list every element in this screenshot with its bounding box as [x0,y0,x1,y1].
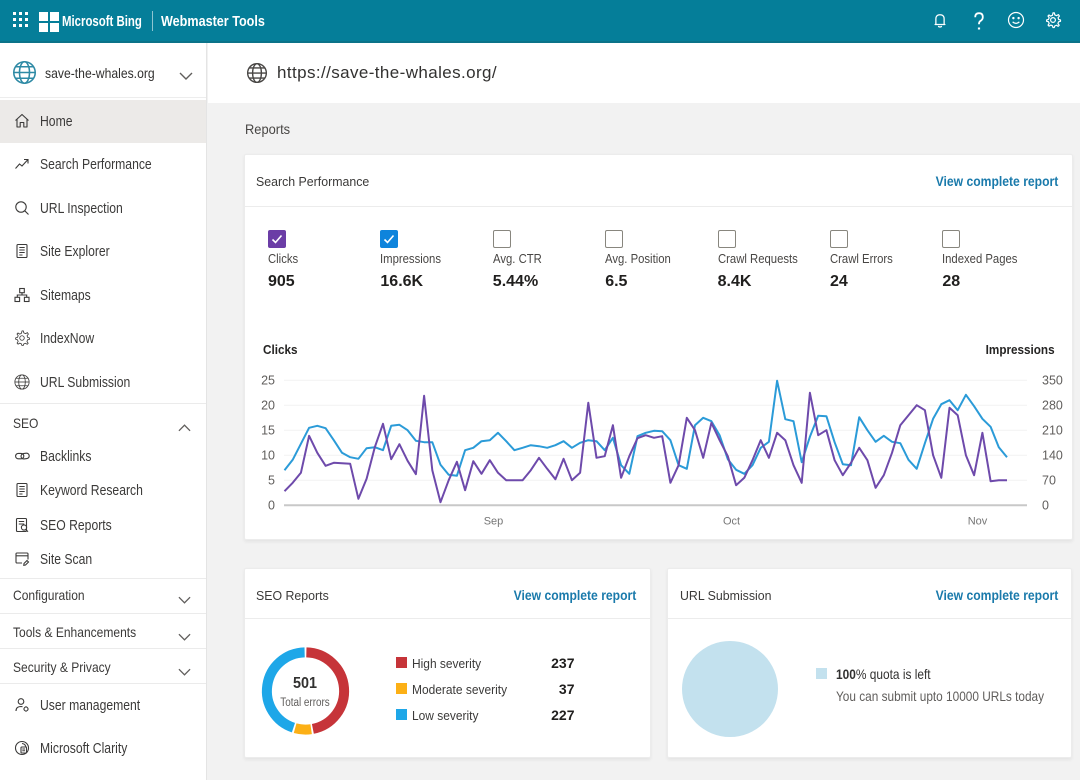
svg-text:20: 20 [261,398,275,412]
svg-text:350: 350 [1042,373,1063,387]
svg-text:210: 210 [1042,423,1063,437]
svg-text:5: 5 [268,473,275,487]
svg-text:280: 280 [1042,398,1063,412]
svg-text:10: 10 [261,448,275,462]
svg-text:0: 0 [268,498,275,512]
svg-text:25: 25 [261,373,275,387]
svg-text:15: 15 [261,423,275,437]
svg-text:Nov: Nov [967,515,987,527]
svg-text:0: 0 [1042,498,1049,512]
svg-text:70: 70 [1042,473,1056,487]
svg-text:Oct: Oct [722,515,739,527]
svg-text:Sep: Sep [483,515,503,527]
svg-text:140: 140 [1042,448,1063,462]
